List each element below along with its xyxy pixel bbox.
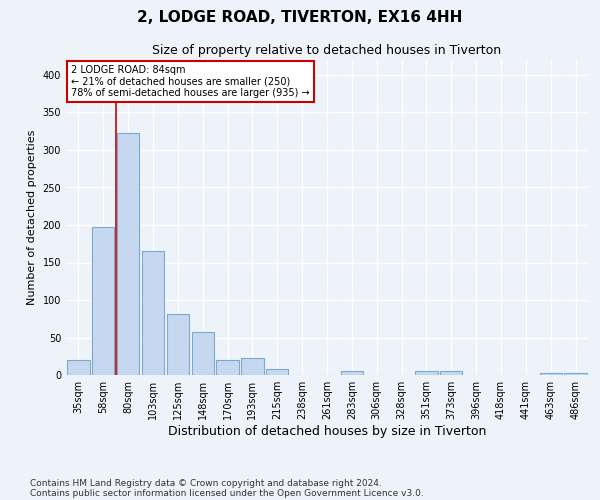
Text: Contains HM Land Registry data © Crown copyright and database right 2024.: Contains HM Land Registry data © Crown c…: [30, 478, 382, 488]
Bar: [415, 371, 437, 375]
Bar: [440, 371, 463, 375]
Bar: [241, 358, 263, 375]
Text: Contains public sector information licensed under the Open Government Licence v3: Contains public sector information licen…: [30, 488, 424, 498]
Bar: [92, 227, 115, 375]
Title: Size of property relative to detached houses in Tiverton: Size of property relative to detached ho…: [152, 44, 502, 58]
Bar: [539, 373, 562, 375]
Bar: [266, 369, 289, 375]
Bar: [117, 134, 139, 375]
Bar: [341, 370, 363, 375]
Bar: [67, 360, 89, 375]
Bar: [191, 332, 214, 375]
Text: 2 LODGE ROAD: 84sqm
← 21% of detached houses are smaller (250)
78% of semi-detac: 2 LODGE ROAD: 84sqm ← 21% of detached ho…: [71, 64, 310, 98]
Bar: [142, 251, 164, 375]
X-axis label: Distribution of detached houses by size in Tiverton: Distribution of detached houses by size …: [168, 425, 486, 438]
Bar: [167, 314, 189, 375]
Bar: [565, 373, 587, 375]
Y-axis label: Number of detached properties: Number of detached properties: [27, 130, 37, 305]
Bar: [217, 360, 239, 375]
Text: 2, LODGE ROAD, TIVERTON, EX16 4HH: 2, LODGE ROAD, TIVERTON, EX16 4HH: [137, 10, 463, 25]
